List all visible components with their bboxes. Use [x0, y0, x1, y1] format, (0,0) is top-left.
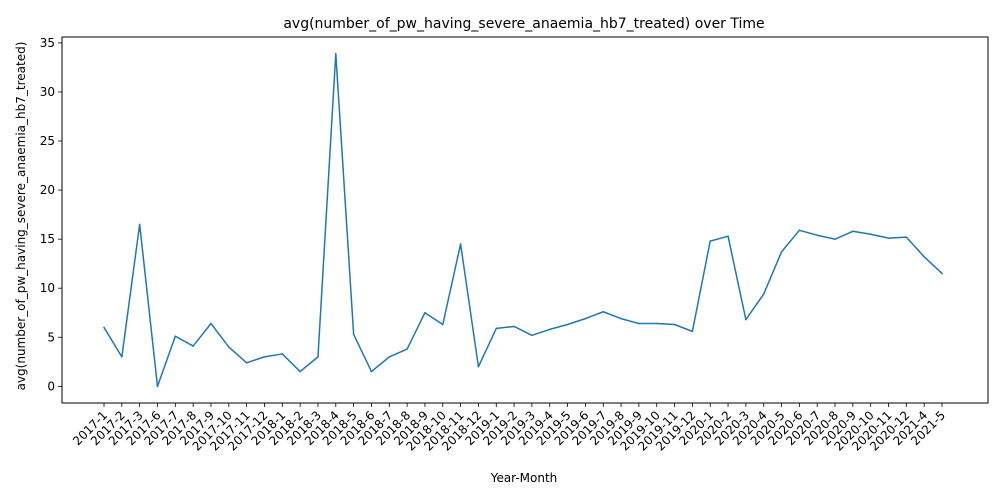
- data-point: [887, 237, 890, 239]
- data-point: [388, 356, 391, 358]
- data-point: [281, 353, 284, 355]
- axes-frame: [61, 36, 989, 404]
- data-point: [513, 325, 515, 328]
- data-point: [156, 385, 159, 388]
- y-tick-label: 5: [47, 330, 55, 344]
- data-point: [745, 318, 747, 321]
- series-line: [103, 52, 943, 388]
- data-point: [905, 236, 908, 238]
- data-point: [548, 328, 551, 331]
- data-point: [531, 334, 533, 337]
- data-point: [638, 322, 640, 325]
- data-point: [602, 310, 605, 313]
- data-point: [210, 322, 212, 325]
- y-tick-label: 25: [40, 134, 55, 148]
- y-tick-label: 20: [40, 183, 55, 197]
- data-point: [620, 317, 622, 320]
- data-point: [334, 52, 337, 55]
- data-point: [138, 223, 141, 226]
- data-point: [121, 356, 123, 358]
- data-point: [780, 251, 783, 253]
- data-point: [441, 323, 444, 326]
- data-point: [299, 370, 301, 373]
- data-point: [174, 335, 177, 338]
- data-point: [869, 233, 872, 236]
- data-point: [192, 345, 194, 347]
- data-point: [263, 356, 266, 358]
- data-point: [370, 370, 373, 373]
- data-point: [923, 255, 925, 258]
- data-point: [816, 234, 818, 237]
- x-axis-label: Year-Month: [490, 471, 558, 485]
- data-point: [352, 333, 355, 336]
- y-tick-label: 15: [40, 232, 55, 246]
- data-point: [727, 235, 729, 237]
- chart-title: avg(number_of_pw_having_severe_anaemia_h…: [283, 16, 764, 32]
- data-point: [495, 327, 498, 330]
- data-point: [459, 243, 462, 245]
- data-point: [852, 230, 854, 233]
- data-point: [709, 240, 712, 242]
- data-point: [228, 346, 230, 348]
- data-point: [834, 238, 836, 240]
- y-tick-label: 30: [40, 85, 55, 99]
- data-point: [798, 229, 801, 232]
- data-point: [762, 293, 765, 295]
- data-point: [655, 322, 658, 325]
- y-tick-label: 10: [40, 281, 55, 295]
- data-point: [406, 348, 408, 350]
- data-point: [424, 311, 426, 314]
- data-point: [673, 323, 676, 326]
- data-point: [941, 272, 943, 275]
- y-axis-label: avg(number_of_pw_having_severe_anaemia_h…: [14, 42, 28, 391]
- data-point: [691, 330, 694, 333]
- data-point: [477, 365, 480, 368]
- data-point: [566, 323, 569, 326]
- plot-area: 051015202530352017-12017-22017-32017-620…: [40, 36, 989, 454]
- data-point: [103, 326, 105, 329]
- y-tick-label: 0: [47, 379, 55, 393]
- data-point: [245, 361, 248, 364]
- data-point: [317, 356, 319, 358]
- data-point: [584, 317, 587, 320]
- y-tick-label: 35: [40, 36, 55, 50]
